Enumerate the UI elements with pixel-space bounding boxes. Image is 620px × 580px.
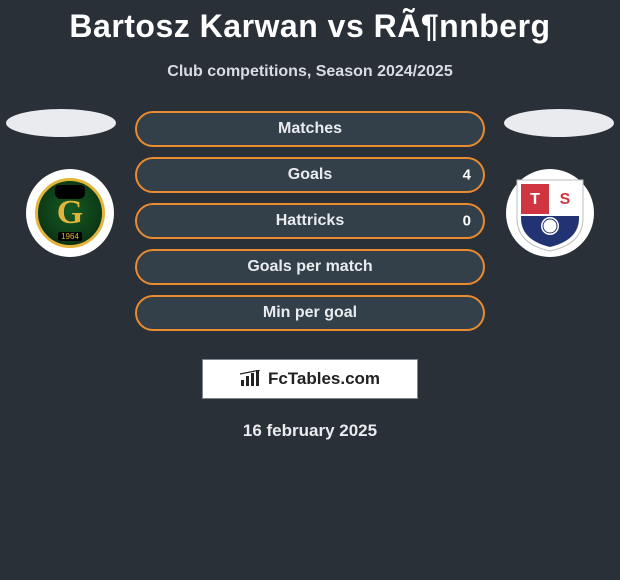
- crest-left-letter: G: [57, 194, 83, 232]
- stat-bar-min-per-goal: Min per goal: [135, 295, 485, 331]
- stat-label: Goals: [288, 166, 332, 184]
- team-left-crest-bg: G 1964: [26, 169, 114, 257]
- stat-bar-hattricks: Hattricks 0: [135, 203, 485, 239]
- stat-bar-goals: Goals 4: [135, 157, 485, 193]
- pointer-left: [6, 109, 116, 137]
- subtitle: Club competitions, Season 2024/2025: [0, 63, 620, 81]
- stat-label: Hattricks: [276, 212, 344, 230]
- team-right-crest-bg: T S: [506, 169, 594, 257]
- team-left-badge: G 1964: [20, 169, 120, 257]
- team-left-crest: G 1964: [35, 178, 105, 248]
- team-right-badge: T S: [500, 169, 600, 257]
- stat-bar-matches: Matches: [135, 111, 485, 147]
- comparison-area: G 1964 T S Matches: [0, 111, 620, 341]
- shield-icon: T S: [513, 174, 587, 252]
- svg-text:T: T: [530, 191, 540, 208]
- stat-label: Matches: [278, 120, 342, 138]
- brand-box[interactable]: FcTables.com: [202, 359, 418, 399]
- crest-left-year: 1964: [58, 232, 82, 241]
- stat-label: Min per goal: [263, 304, 357, 322]
- svg-text:S: S: [560, 191, 571, 208]
- bar-chart-icon: [240, 370, 262, 388]
- pointer-right: [504, 109, 614, 137]
- stat-bar-goals-per-match: Goals per match: [135, 249, 485, 285]
- stat-value-right: 0: [463, 213, 471, 230]
- date-text: 16 february 2025: [0, 421, 620, 441]
- page-title: Bartosz Karwan vs RÃ¶nnberg: [0, 0, 620, 45]
- team-right-crest: T S: [513, 174, 587, 252]
- stat-label: Goals per match: [247, 258, 372, 276]
- brand-label: FcTables.com: [268, 369, 380, 389]
- stat-bars: Matches Goals 4 Hattricks 0 Goals per ma…: [135, 111, 485, 331]
- stat-value-right: 4: [463, 167, 471, 184]
